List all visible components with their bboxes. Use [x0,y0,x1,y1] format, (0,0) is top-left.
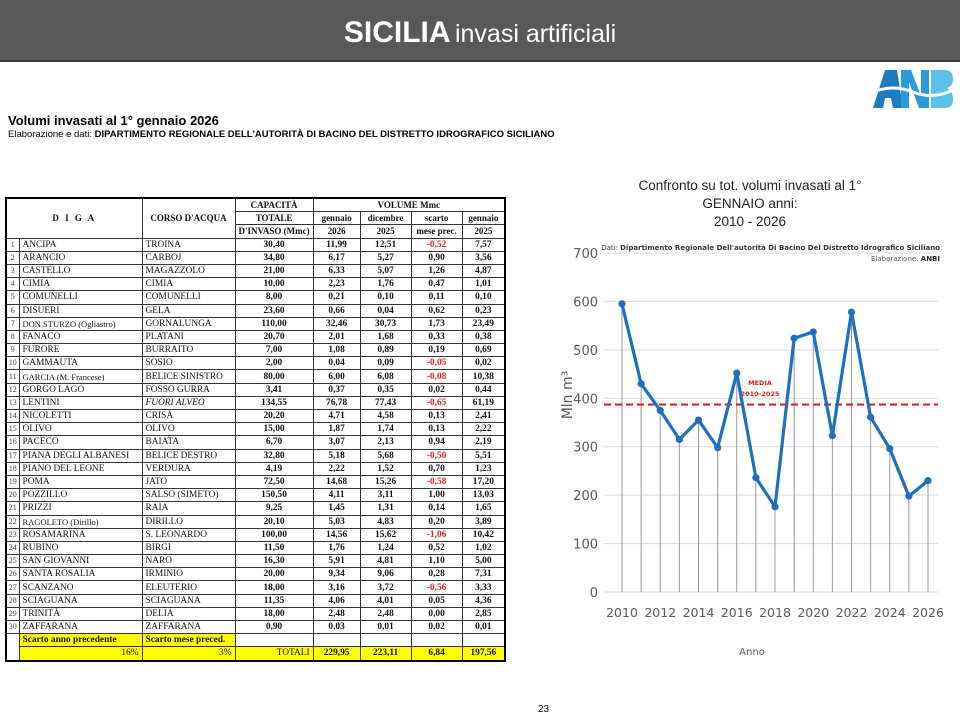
chart-title: Confronto su tot. volumi invasati al 1° … [625,177,875,231]
table-row: 7 DON STURZO (Ogliastro) GORNALUNGA 110,00 3… [5,316,506,331]
anbi-logo [873,70,953,108]
data-point-2011 [637,380,645,388]
table-row: 27 SCANZANO ELEUTERIO 18,00 3,16 3,72 -0,56 3,3… [5,580,506,595]
source-value: DIPARTIMENTO REGIONALE DELL'AUTORITÀ DI … [94,129,555,140]
data-point-2012 [656,406,664,414]
header-corso: CORSO D'ACQUA [141,197,236,239]
totali-label: TOTALI [234,646,314,662]
title-region: SICILIA [343,16,451,49]
data-point-2018 [771,503,779,511]
title-rest: invasi artificiali [454,20,617,48]
data-point-2021 [828,431,836,440]
table-row: 24 RUBINO BIRGI 11,50 1,76 1,24 0,52 1,02 [5,540,506,556]
y-tick-label: 400 [573,392,598,407]
table-row: 11 GARCIA (M. Francese) BELICE SINISTRO 80,… [5,369,506,384]
gen-2025: 0,23 [461,303,506,318]
header-diga: D I G A [5,197,143,239]
x-tick-label: 2020 [797,605,829,620]
data-point-2026 [924,477,932,485]
x-tick-label: 2024 [874,605,906,620]
gen-2025: 4,87 [461,263,506,279]
y-tick-label: 700 [573,247,598,262]
data-point-2013 [675,435,683,444]
page-number: 23 [538,704,550,715]
chart-title-main: Confronto su tot. volumi invasati al 1° … [638,178,862,211]
table-row: 17 PIANA DEGLI ALBANESI BELICE DESTRO 32,80… [5,448,506,463]
x-tick-label: 2016 [721,605,753,620]
table-row: 21 PRIZZI RAIA 9,25 1,45 1,31 0,14 1,65 [5,501,506,516]
scarto-mese-value: 3% [141,646,236,662]
table-row: 2 ARANCIO CARBOJ 34,80 6,17 5,27 0,90 3,56 [5,250,506,265]
elaboration-note: Elaborazione: ANBI [871,255,940,263]
data-point-2025 [905,492,913,500]
total-gen25: 197,56 [461,646,506,662]
gen-2025: 0,02 [461,356,506,371]
table-row: 14 NICOLETTI CRISÀ 20,20 4,71 4,58 0,13 2,41 [5,408,506,424]
table-row: 6 DISUERI GELA 23,60 0,66 0,04 0,62 0,23 [5,303,506,318]
y-tick-label: 600 [573,295,598,310]
mean-label-years: 2010-2025 [741,390,780,398]
scarto-anno-label: Scarto anno precedente [18,633,143,648]
data-source-note: Dati: Dipartimento Regionale Dell'autori… [601,244,940,252]
slide-title-bar: SICILIA invasi artificiali [0,0,960,62]
note-elab-label: Elaborazione: [871,255,921,263]
table-row: 28 SCIAGUANA SCIAGUANA 11,35 4,06 4,01 0,05 4,3… [5,593,506,608]
data-point-2017 [752,474,760,482]
data-point-2016 [733,369,741,377]
table-row: 1 ANCIPA TROINA 30,40 11,99 12,51 -0,52 7,57 [5,237,506,252]
mean-label: MEDIA [748,379,772,387]
reservoir-table: D I G A CORSO D'ACQUA CAPACITÀ VOLUME Mm… [5,197,507,662]
table-row: 29 TRINITÀ DELIA 18,00 2,48 2,48 0,00 2,85 [5,606,506,622]
data-point-2022 [847,308,856,316]
total-gen26: 229,95 [312,646,361,662]
data-point-2015 [714,444,722,452]
section-subtitle: Volumi invasati al 1° gennaio 2026 [8,113,219,128]
note-data: Dipartimento Regionale Dell'autorità Di … [620,244,940,252]
y-tick-label: 500 [573,344,598,359]
table-row: 25 SAN GIOVANNI NARO 16,30 5,91 4,81 1,10 5,00 [5,554,506,569]
note-elab: ANBI [921,255,940,263]
data-point-2010 [618,300,626,308]
table-row: 26 SANTA ROSALIA IRMINIO 20,00 9,34 9,06 0,28 7… [5,567,506,582]
data-point-2019 [790,334,798,342]
data-point-2020 [809,328,817,336]
scarto-mese-label: Scarto mese preced. [141,633,236,648]
x-tick-label: 2018 [759,605,791,620]
y-tick-label: 200 [573,489,598,504]
y-tick-label: 300 [573,441,598,456]
x-tick-label: 2012 [644,605,676,620]
x-axis-label: Anno [739,647,765,658]
data-point-2014 [694,416,703,424]
x-tick-label: 2014 [683,605,715,620]
note-data-label: Dati: [601,244,620,252]
x-tick-label: 2010 [606,605,638,620]
y-axis-label: Mln m³ [560,371,576,420]
chart-title-years: 2010 - 2026 [713,214,787,229]
source-line: Elaborazione e dati: DIPARTIMENTO REGION… [8,129,555,140]
total-scarto: 6,84 [410,646,463,662]
y-tick-label: 100 [573,538,598,553]
x-tick-label: 2022 [836,605,868,620]
total-dic: 223,11 [359,646,412,662]
table-row: 9 FURORE BURRAITO 7,00 1,08 0,89 0,19 0,69 [5,343,506,358]
table-row: 8 FANACO PLATANI 20,70 2,01 1,68 0,33 0,38 [5,329,506,345]
y-tick-label: 0 [590,586,598,601]
table-row: 4 CIMIA CIMIA 10,00 2,23 1,76 0,47 1,01 [5,277,506,292]
source-label: Elaborazione e dati: [8,129,92,140]
x-tick-label: 2026 [912,605,944,620]
table-row: 23 ROSAMARINA S. LEONARDO 100,00 14,56 15,62-… [5,527,506,542]
data-point-2024 [886,445,894,453]
table-row: 22 RAGOLETO (Dirillo) DIRILLO 20,10 5,03 4,83… [5,514,506,529]
table-row: 20 POZZILLO SALSO (SIMETO) 150,50 4,11 3,11 1,… [5,488,506,503]
data-point-2023 [867,413,875,421]
scarto-anno-value: 16% [18,646,143,662]
